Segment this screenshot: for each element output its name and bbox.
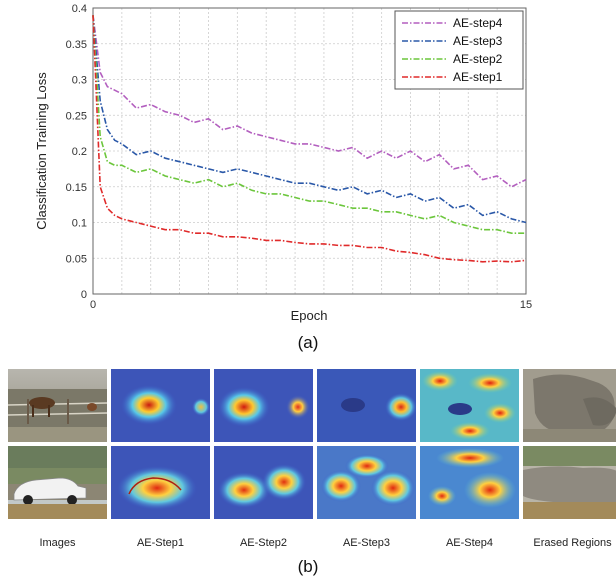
y-axis-title: Classification Training Loss — [34, 72, 49, 230]
series-line-ae-step3 — [92, 15, 527, 224]
heatmap-icon — [214, 446, 313, 519]
heatmap-horses-step1 — [111, 369, 210, 442]
loss-chart: 00.050.10.150.20.250.30.350.4 0 15 Epoch … — [34, 3, 532, 323]
x-axis-title: Epoch — [291, 308, 328, 323]
erased-regions-horses — [523, 369, 616, 442]
caption-panel-a: (a) — [297, 333, 319, 352]
series-line-ae-step4 — [92, 15, 527, 188]
heatmap-icon — [214, 369, 313, 442]
x-tick-label: 15 — [520, 299, 532, 311]
y-tick-label: 0.15 — [66, 182, 87, 194]
car-photo-icon — [8, 446, 107, 519]
heatmap-icon — [317, 446, 416, 519]
heatmap-car-step1 — [111, 446, 210, 519]
image-row-horses — [8, 369, 616, 442]
y-tick-label: 0.3 — [72, 75, 87, 87]
heatmap-car-step2 — [214, 446, 313, 519]
image-row-car — [8, 446, 616, 519]
x-tick-label: 0 — [90, 299, 96, 311]
y-tick-label: 0.25 — [66, 110, 87, 122]
erased-image-icon — [523, 369, 616, 442]
heatmap-horses-step2 — [214, 369, 313, 442]
legend-label: AE-step1 — [453, 70, 503, 84]
col-label-erased-regions: Erased Regions — [533, 537, 612, 549]
y-tick-labels: 0 0.05 0.1 0.15 0.2 0.25 0.3 0.35 0.4 — [66, 3, 87, 301]
plot-frame — [92, 7, 527, 295]
col-label-ae-step3: AE-Step3 — [342, 537, 391, 549]
heatmap-icon — [317, 369, 416, 442]
legend-label: AE-step3 — [453, 34, 503, 48]
legend-label: AE-step4 — [453, 16, 503, 30]
heatmap-horses-step3 — [317, 369, 416, 442]
legend-box — [394, 10, 524, 90]
heatmap-car-step3 — [317, 446, 416, 519]
heatmap-horses-step4 — [420, 369, 519, 442]
heatmap-icon — [420, 446, 519, 519]
column-labels: Images AE-Step1 AE-Step2 AE-Step3 AE-Ste… — [8, 537, 616, 549]
heatmap-icon — [111, 369, 210, 442]
y-tick-label: 0.35 — [66, 39, 87, 51]
y-tick-label: 0.1 — [72, 218, 87, 230]
col-label-ae-step2: AE-Step2 — [239, 537, 288, 549]
caption-panel-b: (b) — [297, 557, 319, 576]
heatmap-icon — [111, 446, 210, 519]
erased-regions-car — [523, 446, 616, 519]
erased-image-icon — [523, 446, 616, 519]
y-tick-label: 0.05 — [66, 253, 87, 265]
image-car — [8, 446, 107, 519]
horses-photo-icon — [8, 369, 107, 442]
series-line-ae-step1 — [92, 15, 527, 263]
col-label-ae-step4: AE-Step4 — [445, 537, 494, 549]
heatmap-car-step4 — [420, 446, 519, 519]
image-horses — [8, 369, 107, 442]
legend-label: AE-step2 — [453, 52, 503, 66]
heatmap-icon — [420, 369, 519, 442]
series-line-ae-step2 — [92, 15, 526, 234]
col-label-ae-step1: AE-Step1 — [136, 537, 185, 549]
y-tick-label: 0.2 — [72, 146, 87, 158]
legend: AE-step4 AE-step3 AE-step2 AE-step1 — [394, 10, 524, 90]
x-tick-labels: 0 15 — [90, 299, 532, 311]
y-tick-label: 0 — [81, 289, 87, 301]
y-tick-label: 0.4 — [72, 3, 87, 15]
col-label-images: Images — [39, 537, 76, 549]
series-lines — [92, 15, 527, 263]
